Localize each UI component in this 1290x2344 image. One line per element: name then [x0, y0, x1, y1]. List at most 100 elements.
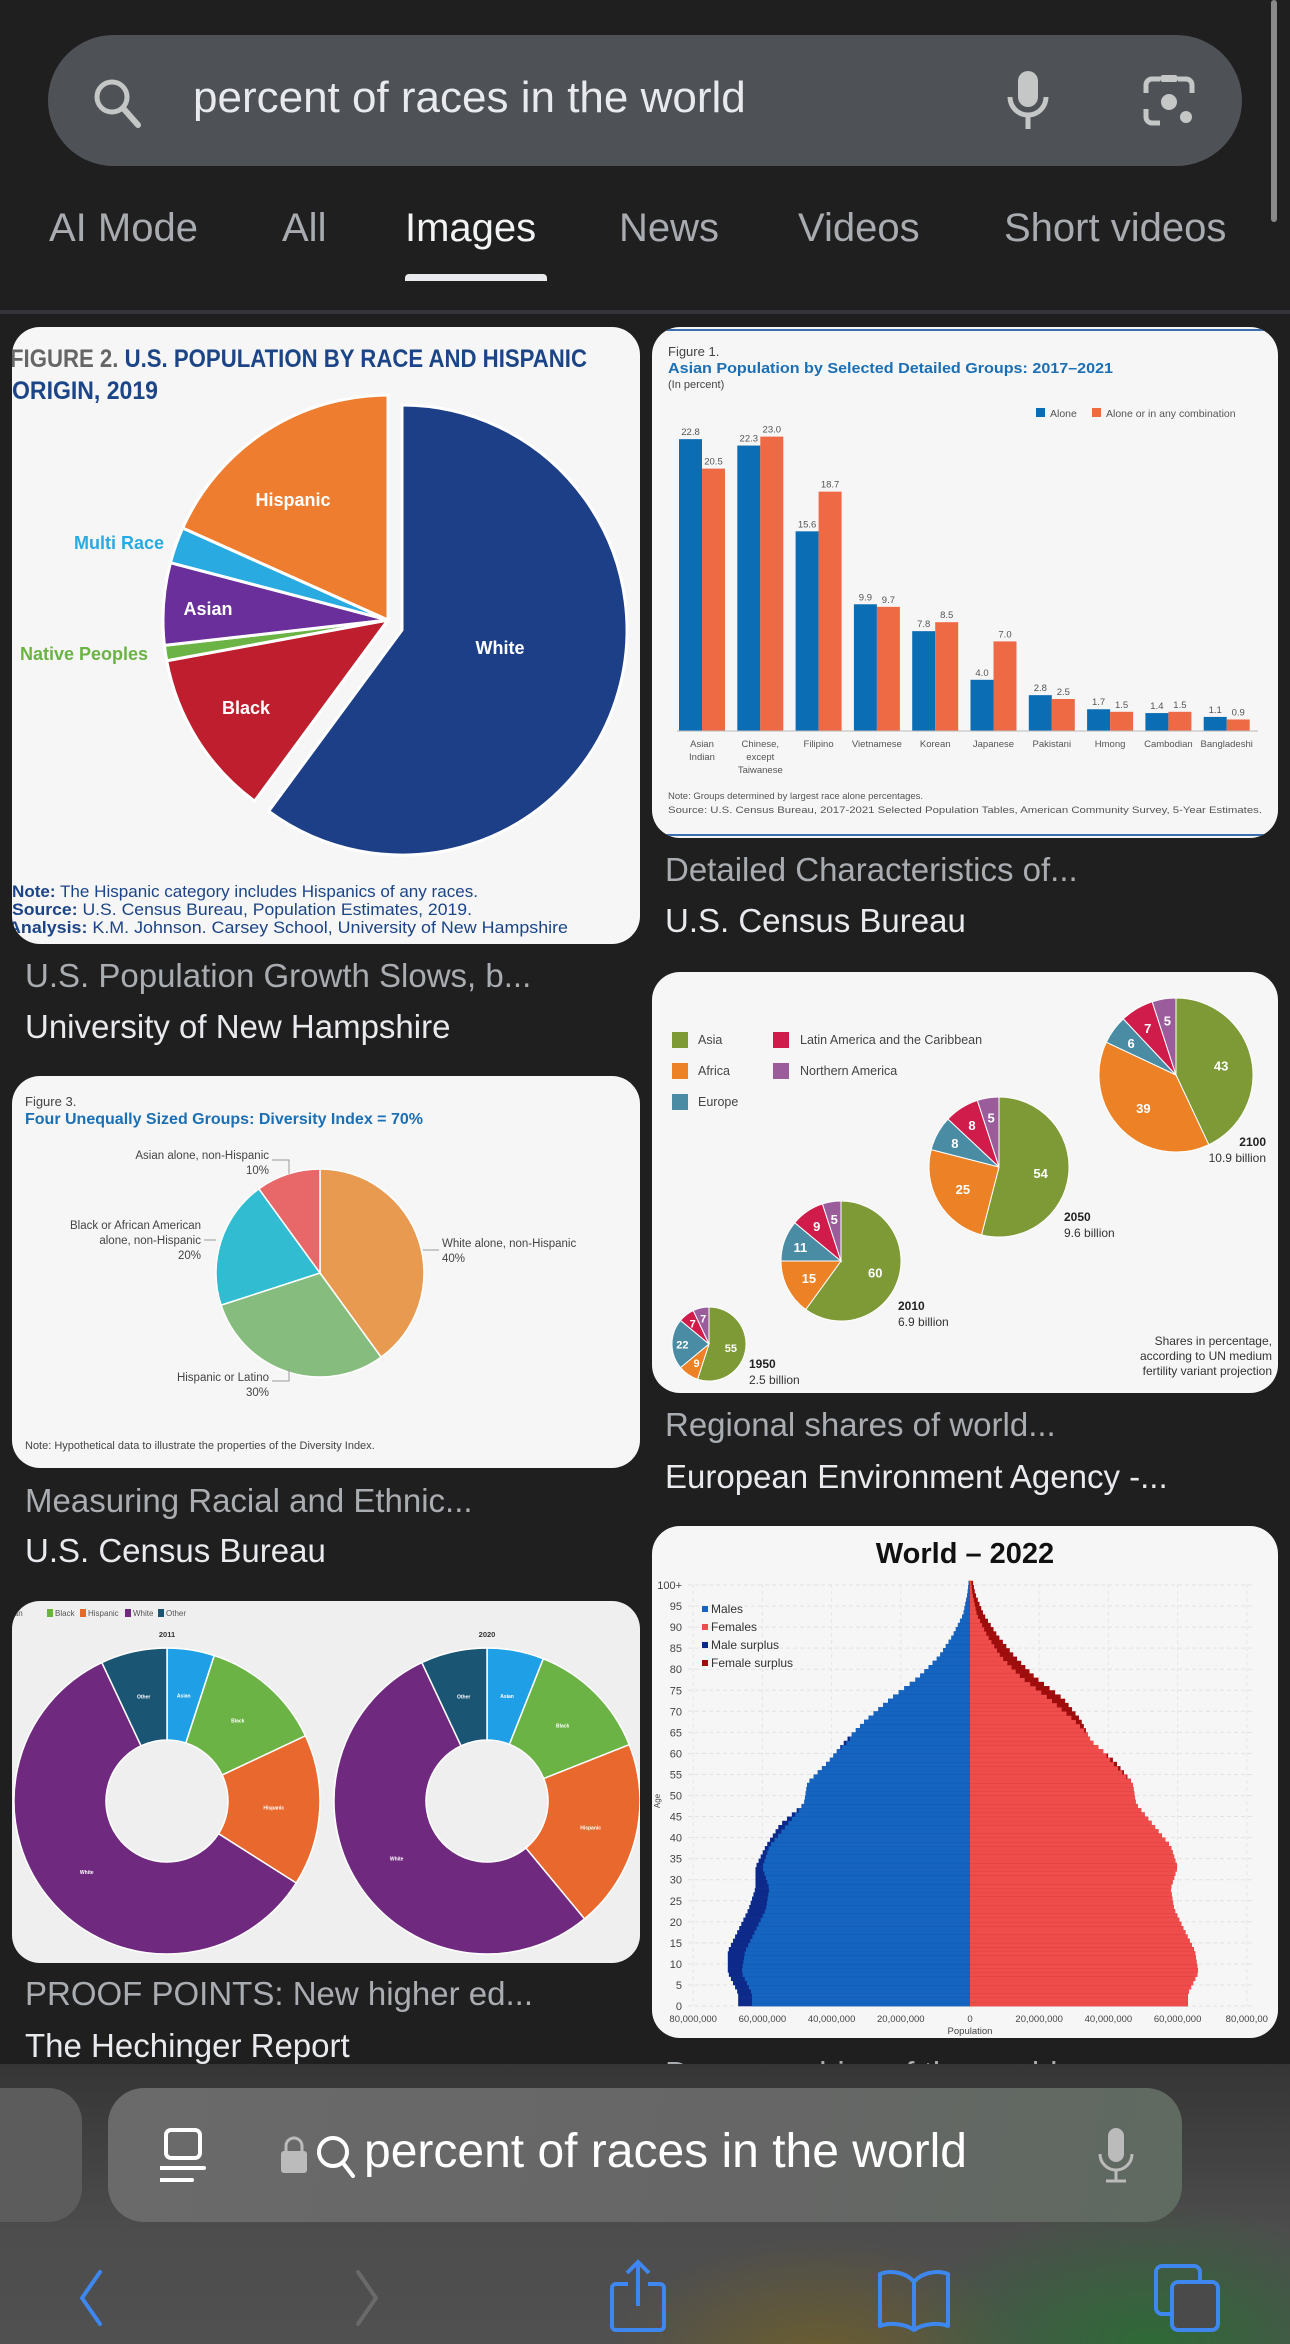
- bar-combo: [702, 468, 725, 731]
- slice-value-label: 7: [1144, 1021, 1151, 1036]
- result-source[interactable]: European Environment Agency -...: [665, 1458, 1168, 1495]
- tab-all[interactable]: All: [282, 206, 327, 250]
- female-bar: [970, 1867, 1177, 1872]
- legend-label: Males: [711, 1602, 743, 1616]
- back-icon[interactable]: [70, 2268, 110, 2328]
- category-label: Bangladeshi: [1201, 739, 1253, 750]
- result-title[interactable]: Measuring Racial and Ethnic...: [25, 1482, 473, 1519]
- female-bar: [970, 1963, 1198, 1969]
- forward-icon[interactable]: [348, 2268, 388, 2328]
- slice-value-label: 22: [676, 1340, 688, 1352]
- pie-slice: [180, 393, 390, 623]
- age-tick-label: 15: [670, 1938, 682, 1950]
- legend-swatch-latin-america: [773, 1032, 789, 1048]
- bar-value-label: 22.3: [740, 434, 759, 445]
- result-image-population-pyramid[interactable]: World – 2022 0 5 10 15 20 25 30 35 40 45 50 55 60 65 7…: [652, 1526, 1278, 2038]
- female-bar: [970, 1837, 1166, 1843]
- result-title[interactable]: Regional shares of world...: [665, 1406, 1056, 1443]
- pie-slice: [1098, 1041, 1210, 1153]
- scrollbar[interactable]: [1271, 0, 1277, 222]
- male-bar: [764, 1871, 970, 1876]
- male-bar: [763, 1862, 970, 1868]
- bar-value-label: 8.5: [940, 610, 953, 621]
- result-image-diversity-index-pie[interactable]: Figure 3. Four Unequally Sized Groups: D…: [12, 1076, 640, 1468]
- address-text[interactable]: percent of races in the world: [364, 2125, 967, 2178]
- male-bar: [932, 1660, 970, 1666]
- segment-label: Black: [556, 1723, 570, 1729]
- tabs-icon[interactable]: [1152, 2262, 1224, 2334]
- male-bar: [744, 1955, 970, 1960]
- slice-value-label: 9: [693, 1358, 699, 1370]
- male-bar: [965, 1601, 970, 1607]
- slice-label-multi: Multi Race: [74, 533, 164, 553]
- female-bar: [970, 1766, 1119, 1771]
- age-tick-label: 5: [676, 1980, 682, 1992]
- result-image-asian-population-bars[interactable]: Figure 1. Asian Population by Selected D…: [652, 327, 1278, 838]
- male-bar: [763, 1867, 970, 1872]
- google-lens-icon[interactable]: [1140, 73, 1198, 129]
- population-tick-label: 80,000,00: [1226, 2014, 1268, 2025]
- male-bar: [887, 1698, 970, 1704]
- female-surplus-bar: [970, 1593, 977, 1598]
- bar-alone: [1087, 709, 1111, 731]
- microphone-icon[interactable]: [1096, 2128, 1136, 2184]
- age-tick-label: 10: [670, 1959, 682, 1971]
- population-pyramid-chart: World – 2022 0 5 10 15 20 25 30 35 40 45 50 55 60 65 7…: [653, 1538, 1268, 2037]
- category-label: Vietnamese: [852, 739, 902, 750]
- year-label: 2100: [1239, 1135, 1266, 1149]
- page-menu-icon[interactable]: [160, 2128, 208, 2184]
- result-image-donut-charts[interactable]: ian Black Hispanic White Other 2011 2020…: [12, 1601, 640, 1963]
- search-input[interactable]: percent of races in the world: [193, 73, 746, 122]
- pie-slice: [805, 1200, 902, 1322]
- search-bar[interactable]: percent of races in the world: [48, 35, 1242, 166]
- search-icon: [94, 79, 141, 128]
- male-bar: [924, 1669, 970, 1674]
- pie-slice: [780, 1260, 842, 1311]
- female-bar: [970, 1610, 977, 1615]
- result-source[interactable]: U.S. Census Bureau: [665, 902, 966, 939]
- female-bar: [970, 1951, 1196, 1956]
- population-tick-label: 60,000,000: [739, 2014, 787, 2025]
- result-title[interactable]: U.S. Population Growth Slows, b...: [25, 957, 532, 994]
- microphone-icon[interactable]: [1004, 69, 1052, 131]
- female-bar: [970, 1896, 1173, 1902]
- previous-tab-pill[interactable]: [0, 2088, 82, 2222]
- result-image-regional-shares[interactable]: Asia Africa Europe Latin America and the…: [652, 972, 1278, 1393]
- female-bar: [970, 1744, 1099, 1750]
- y-axis-label: Age: [653, 1793, 662, 1808]
- slice-label-white: White alone, non-Hispanic: [442, 1238, 576, 1250]
- tab-short-videos[interactable]: Short videos: [1004, 206, 1227, 250]
- category-label: except: [746, 752, 774, 763]
- share-icon[interactable]: [608, 2258, 668, 2334]
- female-bar: [970, 1627, 985, 1632]
- result-source[interactable]: University of New Hampshire: [25, 1008, 451, 1045]
- male-bar: [777, 1833, 970, 1838]
- bookmarks-icon[interactable]: [876, 2268, 952, 2332]
- male-bar: [898, 1690, 970, 1695]
- tab-news[interactable]: News: [619, 206, 720, 250]
- tab-images[interactable]: Images: [405, 206, 537, 250]
- female-bar: [970, 1648, 997, 1653]
- female-bar: [970, 1795, 1136, 1801]
- female-bar: [970, 1618, 981, 1624]
- bar-combo: [760, 436, 784, 731]
- bar-value-label: 7.8: [917, 619, 930, 630]
- female-bar: [970, 1875, 1175, 1880]
- result-title[interactable]: Detailed Characteristics of...: [665, 851, 1078, 888]
- slice-value-label: 5: [1164, 1014, 1171, 1029]
- address-bar[interactable]: percent of races in the world: [108, 2088, 1182, 2222]
- legend-swatch-females: [702, 1624, 708, 1630]
- figure-title: Asian Population by Selected Detailed Gr…: [668, 360, 1113, 377]
- result-title[interactable]: PROOF POINTS: New higher ed...: [25, 1975, 533, 2012]
- male-bar: [868, 1715, 970, 1721]
- tab-ai-mode[interactable]: AI Mode: [49, 206, 198, 250]
- female-bar: [970, 1926, 1184, 1931]
- male-bar: [768, 1883, 970, 1889]
- result-image-us-population-pie[interactable]: FIGURE 2. U.S. POPULATION BY RACE AND HI…: [12, 327, 640, 944]
- result-source[interactable]: U.S. Census Bureau: [25, 1532, 326, 1569]
- female-bar: [970, 1749, 1104, 1754]
- male-bar: [821, 1766, 970, 1771]
- result-source[interactable]: The Hechinger Report: [25, 2027, 350, 2064]
- male-bar: [829, 1757, 970, 1763]
- tab-videos[interactable]: Videos: [798, 206, 920, 250]
